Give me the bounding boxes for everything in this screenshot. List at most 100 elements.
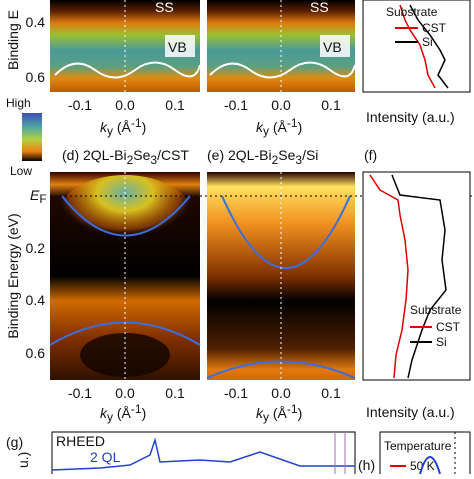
sup: -1 xyxy=(131,116,142,130)
label-box xyxy=(320,35,350,57)
panel-title: (h) xyxy=(358,457,375,473)
legend-title: Substrate xyxy=(410,303,462,317)
intensity-panel xyxy=(362,0,471,93)
y-tick-label: 0.6 xyxy=(26,69,46,85)
rheed-curve xyxy=(51,437,355,471)
ss-band xyxy=(241,0,321,30)
legend-item: CST xyxy=(422,21,447,35)
x-tick-label: 0.0 xyxy=(115,385,135,401)
x-tick-label: -0.1 xyxy=(68,385,92,401)
x-tick-label: -0.1 xyxy=(68,97,92,113)
x-axis-label: ky (Å-1) xyxy=(256,402,302,424)
y-axis-label: Binding E xyxy=(5,10,21,70)
k: k xyxy=(100,119,108,135)
sub: 3 xyxy=(150,153,157,167)
x-tick-label: -0.1 xyxy=(224,385,248,401)
band-curve xyxy=(61,195,191,237)
vb-curve xyxy=(54,61,201,79)
x-tick-label: 0.1 xyxy=(321,385,341,401)
cst-curve xyxy=(399,4,436,89)
colorbar-high: High xyxy=(6,96,31,110)
si-curve xyxy=(391,174,447,379)
x-axis-label: ky (Å-1) xyxy=(100,402,146,424)
sub: y xyxy=(107,410,113,424)
sub: F xyxy=(39,192,46,206)
unit: (Å xyxy=(113,405,132,421)
sub: 2 xyxy=(127,153,134,167)
cst-curve xyxy=(369,174,409,379)
panel-title: (g) xyxy=(6,434,23,450)
t: /Si xyxy=(302,147,318,163)
arpes-image xyxy=(207,172,355,380)
axis-fragment: u.) xyxy=(15,452,31,468)
y-tick-label: 0.2 xyxy=(26,240,46,256)
temp-title: Temperature xyxy=(384,439,452,453)
rheed-label: RHEED xyxy=(56,433,105,449)
panel-title: (e) 2QL-Bi2Se3/Si xyxy=(207,147,318,167)
e: E xyxy=(30,187,40,203)
x-tick-label: -0.1 xyxy=(224,97,248,113)
k: k xyxy=(256,119,264,135)
temp-curve xyxy=(419,456,441,475)
x-tick-label: 0.1 xyxy=(165,97,185,113)
colorbar xyxy=(22,113,42,161)
legend-item: Si xyxy=(436,335,447,349)
legend-title: Substrate xyxy=(386,5,438,19)
sub: y xyxy=(263,124,269,138)
k: k xyxy=(256,405,264,421)
t: Se xyxy=(133,147,150,163)
sup: -1 xyxy=(287,402,298,416)
t: (d) 2QL-Bi xyxy=(62,147,127,163)
label-box xyxy=(165,35,195,57)
x-tick-label: 0.0 xyxy=(115,97,135,113)
cone xyxy=(55,175,195,265)
ss-band xyxy=(85,0,165,30)
unit-end: ) xyxy=(298,119,303,135)
ss-label: SS xyxy=(155,0,174,15)
dark-spot xyxy=(80,333,170,377)
legend-item: Si xyxy=(422,35,433,49)
unit: (Å xyxy=(269,119,288,135)
unit: (Å xyxy=(269,405,288,421)
sup: -1 xyxy=(287,116,298,130)
vb-label: VB xyxy=(168,39,187,55)
x-axis-label: ky (Å-1) xyxy=(256,116,302,138)
unit-end: ) xyxy=(142,119,147,135)
ql-label: 2 QL xyxy=(90,449,121,465)
unit: (Å xyxy=(113,119,132,135)
unit-end: ) xyxy=(298,405,303,421)
y-axis-label: Binding Energy (eV) xyxy=(5,213,21,338)
x-tick-label: 0.1 xyxy=(321,97,341,113)
panel-title: (d) 2QL-Bi2Se3/CST xyxy=(62,147,189,167)
vb-label: VB xyxy=(323,39,342,55)
t: (e) 2QL-Bi xyxy=(207,147,272,163)
colorbar-low: Low xyxy=(10,164,32,178)
y-tick-label: 0.6 xyxy=(26,345,46,361)
si-curve xyxy=(409,4,449,89)
intensity-label: Intensity (a.u.) xyxy=(366,109,455,125)
sub: 2 xyxy=(272,153,279,167)
sub: y xyxy=(107,124,113,138)
vb-curve xyxy=(209,61,356,79)
x-tick-label: 0.1 xyxy=(165,385,185,401)
x-tick-label: 0.0 xyxy=(271,97,291,113)
legend-item: CST xyxy=(436,320,461,334)
sub: y xyxy=(263,410,269,424)
x-axis-label: ky (Å-1) xyxy=(100,116,146,138)
band-curve xyxy=(221,195,351,269)
y-tick-label: 0.4 xyxy=(26,292,46,308)
k: k xyxy=(100,405,108,421)
intensity-label: Intensity (a.u.) xyxy=(366,404,455,420)
t: /CST xyxy=(157,147,189,163)
temp-panel xyxy=(379,431,471,479)
panel-title: (f) xyxy=(364,147,377,163)
t: Se xyxy=(278,147,295,163)
y-tick-label: EF xyxy=(30,187,47,206)
rheed-panel xyxy=(51,431,356,479)
x-tick-label: 0.0 xyxy=(271,385,291,401)
unit-end: ) xyxy=(142,405,147,421)
sub: 3 xyxy=(295,153,302,167)
sup: -1 xyxy=(131,402,142,416)
y-tick-label: 0.4 xyxy=(26,14,46,30)
